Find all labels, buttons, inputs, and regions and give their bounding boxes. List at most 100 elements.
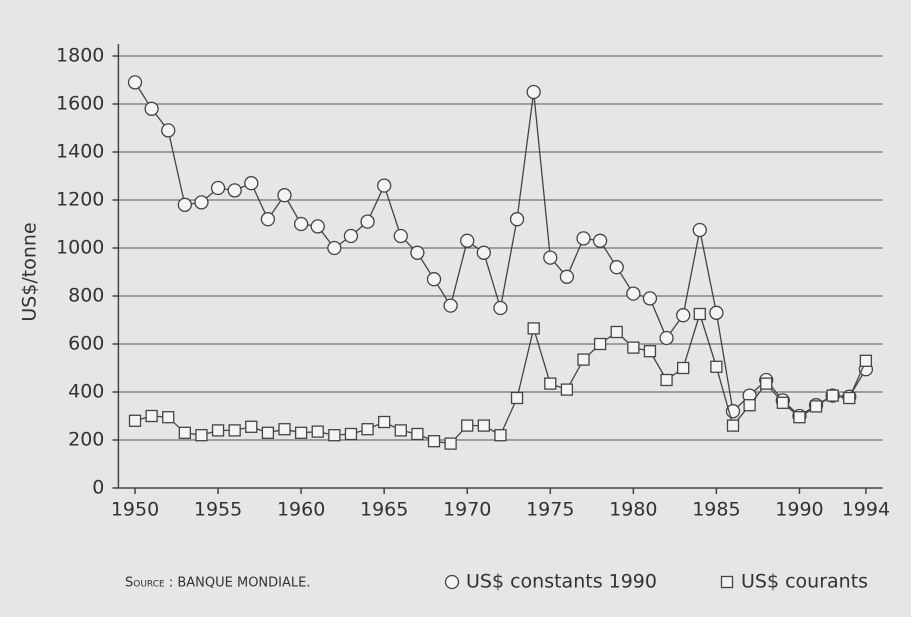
- data-point: [560, 383, 574, 396]
- data-point: [128, 414, 142, 427]
- data-point: [627, 341, 640, 354]
- source-note: Source : BANQUE MONDIALE.: [125, 576, 310, 591]
- data-point: [593, 337, 607, 351]
- data-point: [692, 222, 707, 238]
- series-line: [134, 311, 867, 445]
- data-point: [526, 84, 541, 100]
- data-point: [859, 354, 873, 367]
- data-point: [210, 180, 226, 196]
- data-point: [194, 195, 209, 210]
- data-point: [643, 345, 657, 358]
- data-point: [826, 389, 839, 402]
- data-point: [127, 75, 143, 90]
- data-point: [493, 300, 508, 316]
- x-tick-label: 1955: [194, 499, 242, 521]
- x-tick-label: 1980: [609, 499, 657, 521]
- data-point: [145, 409, 158, 423]
- data-point: [743, 399, 756, 412]
- data-point: [161, 123, 176, 138]
- data-point: [809, 400, 823, 413]
- data-point: [642, 291, 658, 306]
- data-point: [178, 426, 191, 439]
- data-point: [693, 307, 706, 321]
- data-point: [610, 325, 623, 339]
- data-point: [344, 427, 358, 441]
- legend-label: US$ constants 1990: [466, 571, 657, 593]
- data-point: [577, 353, 590, 366]
- y-axis-label: US$/tonne: [19, 222, 41, 321]
- y-tick-label: 600: [68, 333, 104, 355]
- x-tick-label: 1970: [443, 499, 491, 521]
- data-point: [260, 212, 276, 227]
- data-point: [361, 423, 374, 436]
- data-point: [378, 415, 391, 429]
- y-tick-label: 1800: [56, 45, 104, 67]
- data-point: [228, 424, 241, 437]
- data-point: [509, 212, 525, 227]
- data-point: [360, 214, 375, 229]
- data-point: [410, 245, 425, 260]
- data-point: [293, 216, 309, 232]
- data-point: [726, 419, 740, 432]
- data-point: [527, 322, 540, 335]
- data-point: [559, 269, 575, 284]
- data-point: [444, 437, 457, 450]
- data-point: [443, 298, 458, 313]
- y-tick-label: 200: [68, 429, 104, 451]
- data-point: [162, 411, 175, 424]
- data-point: [393, 228, 408, 244]
- data-point: [709, 305, 724, 320]
- data-point: [576, 231, 591, 246]
- data-point: [245, 420, 258, 433]
- data-point: [311, 425, 324, 438]
- data-point: [793, 411, 806, 424]
- data-point: [427, 435, 441, 448]
- x-tick-label: 1965: [360, 499, 408, 521]
- data-point: [494, 429, 507, 442]
- data-point: [543, 250, 558, 265]
- y-tick-label: 1400: [56, 141, 104, 163]
- data-point: [609, 260, 624, 275]
- x-tick-label: 1994: [842, 499, 890, 521]
- data-point: [626, 286, 641, 301]
- data-point: [310, 219, 325, 234]
- data-point: [843, 391, 856, 405]
- legend-marker: [720, 575, 734, 589]
- y-tick-label: 1200: [56, 189, 104, 211]
- data-point: [227, 183, 242, 198]
- legend-label: US$ courants: [741, 571, 868, 593]
- data-point: [460, 233, 475, 248]
- data-point: [211, 424, 225, 437]
- data-point: [476, 245, 491, 260]
- data-point: [394, 424, 407, 437]
- data-point: [277, 188, 292, 203]
- data-point: [177, 197, 192, 212]
- data-point: [278, 423, 291, 436]
- data-point: [195, 429, 208, 442]
- data-point: [660, 373, 673, 387]
- data-point: [261, 426, 275, 439]
- y-tick-label: 1600: [56, 93, 104, 115]
- data-point: [544, 377, 557, 390]
- data-point: [426, 272, 442, 287]
- x-tick-label: 1975: [526, 499, 574, 521]
- data-point: [510, 391, 524, 405]
- legend-marker: [444, 574, 460, 590]
- data-point: [294, 426, 308, 439]
- data-point: [592, 233, 608, 248]
- data-point: [327, 240, 342, 256]
- data-point: [776, 396, 789, 409]
- series-line: [134, 82, 867, 417]
- data-point: [659, 330, 674, 346]
- data-point: [244, 176, 259, 191]
- data-point: [411, 427, 424, 441]
- data-point: [477, 419, 490, 432]
- x-tick-label: 1985: [692, 499, 740, 521]
- data-point: [676, 308, 691, 323]
- x-tick-label: 1990: [775, 499, 823, 521]
- y-tick-label: 1000: [56, 237, 104, 259]
- data-point: [144, 101, 159, 116]
- y-tick-label: 400: [68, 381, 104, 403]
- data-point: [461, 419, 474, 432]
